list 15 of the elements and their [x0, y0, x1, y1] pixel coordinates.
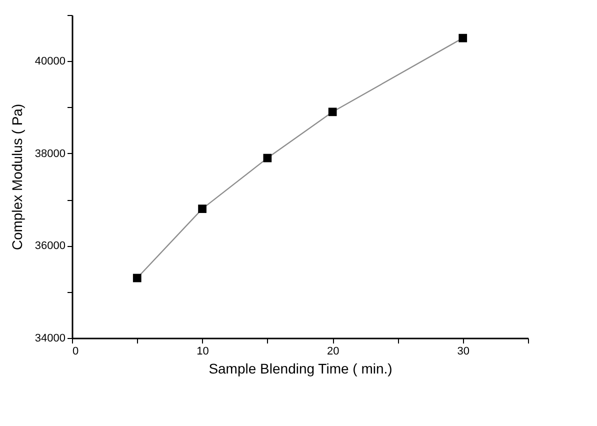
y-tick-label: 36000: [34, 240, 66, 252]
x-tick-label: 0: [72, 346, 79, 358]
x-tick-label: 30: [457, 346, 470, 358]
y-axis-title: Complex Modulus ( Pa): [8, 104, 25, 250]
point: [132, 274, 142, 282]
x-tick-label: 20: [326, 346, 340, 358]
point: [263, 154, 272, 162]
point: [198, 204, 206, 213]
y-tick-label: 38000: [34, 148, 66, 160]
point: [458, 34, 468, 42]
point: [328, 108, 337, 116]
y-tick-label: 40000: [34, 56, 66, 68]
y-tick-label: 34000: [34, 332, 66, 344]
x-tick-label: 10: [196, 346, 209, 358]
x-axis-title: Sample Blending Time ( min.): [208, 360, 392, 376]
